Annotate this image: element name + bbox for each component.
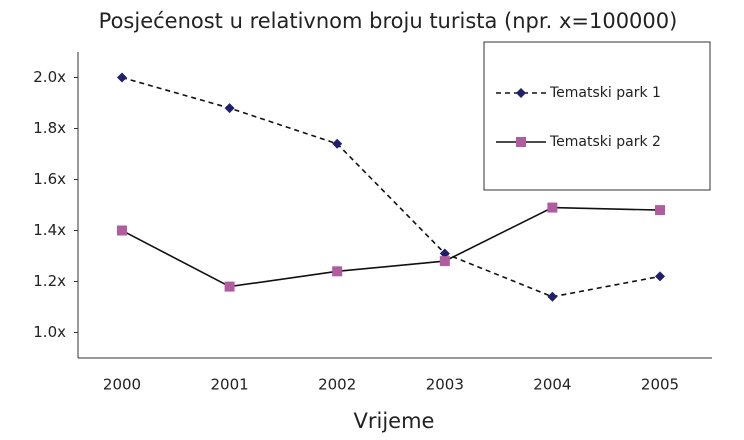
point bbox=[117, 225, 127, 236]
x-tick-label: 2005 bbox=[641, 376, 679, 394]
chart-title: Posjećenost u relativnom broju turista (… bbox=[99, 9, 678, 33]
x-tick-label: 2001 bbox=[211, 376, 249, 394]
point bbox=[224, 103, 235, 114]
point bbox=[655, 271, 665, 282]
legend-label: Tematski park 2 bbox=[549, 134, 661, 150]
y-tick-label: 1.0x bbox=[33, 323, 66, 341]
point bbox=[117, 72, 127, 83]
legend-marker bbox=[516, 137, 526, 147]
point bbox=[332, 266, 343, 277]
y-tick-label: 1.2x bbox=[33, 272, 66, 290]
x-tick-label: 2000 bbox=[103, 376, 141, 394]
x-axis-label: Vrijeme bbox=[354, 409, 435, 433]
legend-label: Tematski park 1 bbox=[549, 85, 661, 101]
x-tick-label: 2004 bbox=[533, 376, 571, 394]
y-tick-label: 1.8x bbox=[33, 119, 66, 137]
point bbox=[439, 248, 450, 259]
series-line bbox=[121, 206, 661, 288]
legend-marker bbox=[516, 88, 526, 98]
y-tick-label: 1.6x bbox=[33, 170, 66, 188]
point bbox=[439, 256, 450, 267]
legend-box bbox=[483, 41, 711, 191]
x-tick-label: 2002 bbox=[318, 376, 356, 394]
point bbox=[332, 138, 343, 149]
point bbox=[547, 202, 558, 213]
point bbox=[547, 291, 558, 302]
y-tick-label: 2.0x bbox=[33, 68, 66, 86]
point bbox=[655, 205, 665, 216]
y-tick-label: 1.4x bbox=[33, 221, 66, 239]
point bbox=[224, 281, 235, 292]
x-tick-label: 2003 bbox=[426, 376, 464, 394]
series-line bbox=[121, 76, 661, 298]
